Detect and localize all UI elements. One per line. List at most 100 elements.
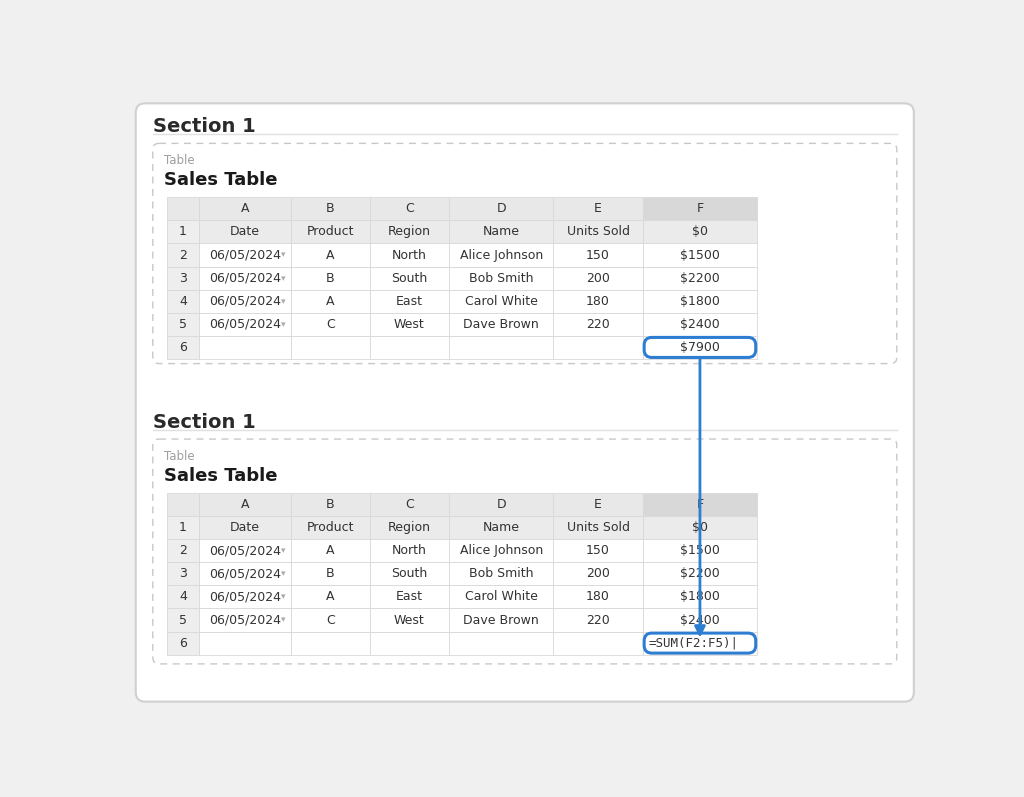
Text: West: West — [394, 318, 425, 331]
Bar — [200, 493, 291, 516]
Text: East: East — [396, 295, 423, 308]
Bar — [449, 289, 554, 312]
Text: Region: Region — [388, 521, 431, 534]
Bar — [643, 539, 758, 562]
Text: 6: 6 — [179, 637, 187, 650]
Bar — [449, 608, 554, 631]
Text: 200: 200 — [586, 272, 610, 285]
Text: North: North — [392, 249, 427, 261]
Text: $1800: $1800 — [680, 295, 720, 308]
Text: 4: 4 — [179, 295, 187, 308]
Text: C: C — [326, 614, 335, 626]
Text: Dave Brown: Dave Brown — [463, 318, 539, 331]
Bar — [643, 608, 758, 631]
Text: $1500: $1500 — [680, 544, 720, 557]
Bar — [643, 289, 758, 312]
Text: B: B — [326, 202, 335, 215]
Text: Units Sold: Units Sold — [566, 226, 630, 238]
Text: D: D — [497, 202, 506, 215]
Bar — [291, 516, 370, 539]
Text: A: A — [241, 498, 249, 511]
Bar — [291, 608, 370, 631]
Bar — [643, 585, 758, 608]
Bar — [291, 562, 370, 585]
Bar — [167, 516, 200, 539]
Text: 1: 1 — [179, 226, 187, 238]
Text: 06/05/2024: 06/05/2024 — [209, 249, 281, 261]
Text: 1: 1 — [179, 521, 187, 534]
Bar — [554, 336, 643, 359]
Text: 06/05/2024: 06/05/2024 — [209, 614, 281, 626]
Bar — [370, 585, 449, 608]
Bar — [370, 493, 449, 516]
Bar — [449, 493, 554, 516]
Text: C: C — [326, 318, 335, 331]
Bar — [200, 585, 291, 608]
Text: Product: Product — [306, 521, 354, 534]
Bar — [554, 312, 643, 336]
Text: 6: 6 — [179, 341, 187, 354]
Bar — [200, 336, 291, 359]
Text: Date: Date — [230, 521, 260, 534]
Bar — [167, 266, 200, 289]
Bar — [167, 608, 200, 631]
FancyBboxPatch shape — [153, 439, 897, 664]
Text: Name: Name — [482, 226, 519, 238]
Bar — [370, 312, 449, 336]
Text: 3: 3 — [179, 272, 187, 285]
Bar — [200, 221, 291, 243]
Text: $1500: $1500 — [680, 249, 720, 261]
Bar — [167, 336, 200, 359]
Bar — [291, 585, 370, 608]
Text: 4: 4 — [179, 591, 187, 603]
Bar — [167, 312, 200, 336]
Text: East: East — [396, 591, 423, 603]
Bar — [449, 539, 554, 562]
Text: Sales Table: Sales Table — [164, 171, 278, 189]
Bar — [643, 312, 758, 336]
Text: Section 1: Section 1 — [153, 117, 256, 136]
Text: Carol White: Carol White — [465, 295, 538, 308]
Bar — [291, 243, 370, 266]
Text: Alice Johnson: Alice Johnson — [460, 544, 543, 557]
Bar — [449, 221, 554, 243]
Bar — [370, 221, 449, 243]
Bar — [200, 562, 291, 585]
Text: $0: $0 — [692, 521, 708, 534]
Bar — [449, 336, 554, 359]
Bar — [554, 585, 643, 608]
Bar — [554, 516, 643, 539]
Text: ▾: ▾ — [281, 569, 286, 579]
Text: A: A — [326, 544, 335, 557]
Text: C: C — [404, 498, 414, 511]
Text: F: F — [696, 498, 703, 511]
Bar — [200, 608, 291, 631]
Text: Dave Brown: Dave Brown — [463, 614, 539, 626]
Bar — [167, 493, 200, 516]
Text: $2200: $2200 — [680, 567, 720, 580]
Bar — [554, 493, 643, 516]
Text: 06/05/2024: 06/05/2024 — [209, 591, 281, 603]
Text: 06/05/2024: 06/05/2024 — [209, 295, 281, 308]
Text: ▾: ▾ — [281, 592, 286, 602]
Bar — [554, 198, 643, 221]
Text: ▾: ▾ — [281, 273, 286, 283]
Text: North: North — [392, 544, 427, 557]
Text: F: F — [696, 202, 703, 215]
Text: Date: Date — [230, 226, 260, 238]
Text: Carol White: Carol White — [465, 591, 538, 603]
Text: A: A — [326, 295, 335, 308]
Bar — [554, 562, 643, 585]
Text: ▾: ▾ — [281, 296, 286, 306]
Bar — [554, 221, 643, 243]
Text: Table: Table — [164, 450, 195, 463]
Bar — [291, 312, 370, 336]
Bar — [449, 631, 554, 654]
Bar — [291, 266, 370, 289]
Text: 150: 150 — [586, 249, 610, 261]
Text: 5: 5 — [179, 614, 187, 626]
Text: 06/05/2024: 06/05/2024 — [209, 567, 281, 580]
Bar — [291, 198, 370, 221]
Text: Section 1: Section 1 — [153, 413, 256, 432]
Text: 150: 150 — [586, 544, 610, 557]
